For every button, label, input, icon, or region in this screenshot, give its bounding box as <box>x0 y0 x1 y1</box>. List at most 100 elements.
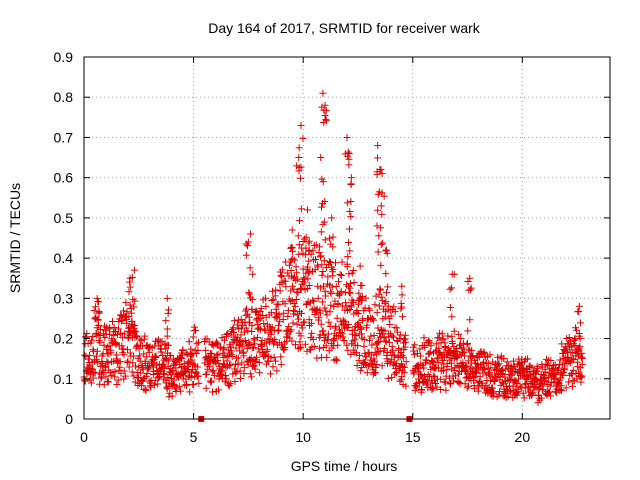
data-point <box>382 289 390 297</box>
data-point <box>466 274 474 282</box>
data-point <box>256 369 264 377</box>
data-point <box>249 361 257 369</box>
data-point <box>222 375 230 383</box>
data-point <box>410 351 418 359</box>
data-point <box>213 351 221 359</box>
data-point <box>231 377 239 385</box>
data-point <box>479 369 487 377</box>
data-point <box>248 305 256 313</box>
data-point <box>318 203 326 211</box>
data-point <box>332 355 340 363</box>
data-point <box>410 347 418 355</box>
data-point <box>195 379 203 387</box>
data-point <box>208 350 216 358</box>
data-point <box>330 303 338 311</box>
data-point <box>226 380 234 388</box>
data-point <box>292 263 300 271</box>
data-point <box>273 300 281 308</box>
data-point <box>96 325 104 333</box>
data-point <box>464 339 472 347</box>
data-point <box>298 324 306 332</box>
data-point <box>126 349 134 357</box>
data-point <box>398 303 406 311</box>
data-point <box>207 377 215 385</box>
data-point <box>432 347 440 355</box>
data-point <box>194 347 202 355</box>
data-point <box>464 327 472 335</box>
data-point <box>297 343 305 351</box>
data-point <box>90 307 98 315</box>
data-point <box>314 263 322 271</box>
data-point <box>503 358 511 366</box>
data-point <box>329 336 337 344</box>
data-point <box>558 340 566 348</box>
data-point <box>357 367 365 375</box>
data-point <box>355 319 363 327</box>
x-axis-tick-labels: 0 5 10 15 20 <box>80 429 530 445</box>
data-point <box>455 330 463 338</box>
data-point <box>101 326 109 334</box>
data-point <box>95 308 103 316</box>
data-point <box>213 341 221 349</box>
data-point <box>575 368 583 376</box>
data-point <box>104 359 112 367</box>
data-point <box>136 352 144 360</box>
data-point <box>293 288 301 296</box>
data-point <box>353 362 361 370</box>
data-point <box>144 362 152 370</box>
x-axis-title: GPS time / hours <box>291 458 398 474</box>
data-point <box>287 287 295 295</box>
data-point <box>291 341 299 349</box>
data-point <box>319 220 327 228</box>
data-point <box>268 287 276 295</box>
data-point <box>399 353 407 361</box>
data-point <box>350 279 358 287</box>
data-point <box>352 332 360 340</box>
data-point <box>122 372 130 380</box>
data-point <box>299 134 307 142</box>
y-tick-label: 0.8 <box>54 89 74 105</box>
data-point <box>307 319 315 327</box>
data-point <box>470 385 478 393</box>
data-point <box>366 356 374 364</box>
data-point <box>319 327 327 335</box>
data-point <box>214 340 222 348</box>
data-point <box>235 336 243 344</box>
data-point <box>100 341 108 349</box>
data-point <box>345 155 353 163</box>
data-point <box>373 154 381 162</box>
data-point <box>87 364 95 372</box>
data-point <box>92 303 100 311</box>
data-point <box>576 334 584 342</box>
data-point <box>130 266 138 274</box>
data-point <box>94 359 102 367</box>
data-point <box>401 331 409 339</box>
data-point <box>368 341 376 349</box>
data-point <box>252 357 260 365</box>
data-point <box>401 343 409 351</box>
data-point <box>514 388 522 396</box>
data-point <box>466 316 474 324</box>
data-point <box>89 374 97 382</box>
data-point <box>193 349 201 357</box>
data-point <box>233 321 241 329</box>
data-point <box>378 293 386 301</box>
data-point <box>382 308 390 316</box>
data-point <box>84 355 92 363</box>
data-point <box>243 345 251 353</box>
data-point <box>277 271 285 279</box>
data-point <box>120 351 128 359</box>
data-point <box>336 270 344 278</box>
data-point <box>372 292 380 300</box>
data-point <box>258 342 266 350</box>
data-point <box>255 359 263 367</box>
data-point <box>368 314 376 322</box>
data-point <box>140 335 148 343</box>
data-point <box>346 225 354 233</box>
data-point <box>178 354 186 362</box>
data-point <box>399 363 407 371</box>
data-point <box>379 239 387 247</box>
data-point <box>303 265 311 273</box>
data-point <box>214 350 222 358</box>
data-point <box>130 372 138 380</box>
